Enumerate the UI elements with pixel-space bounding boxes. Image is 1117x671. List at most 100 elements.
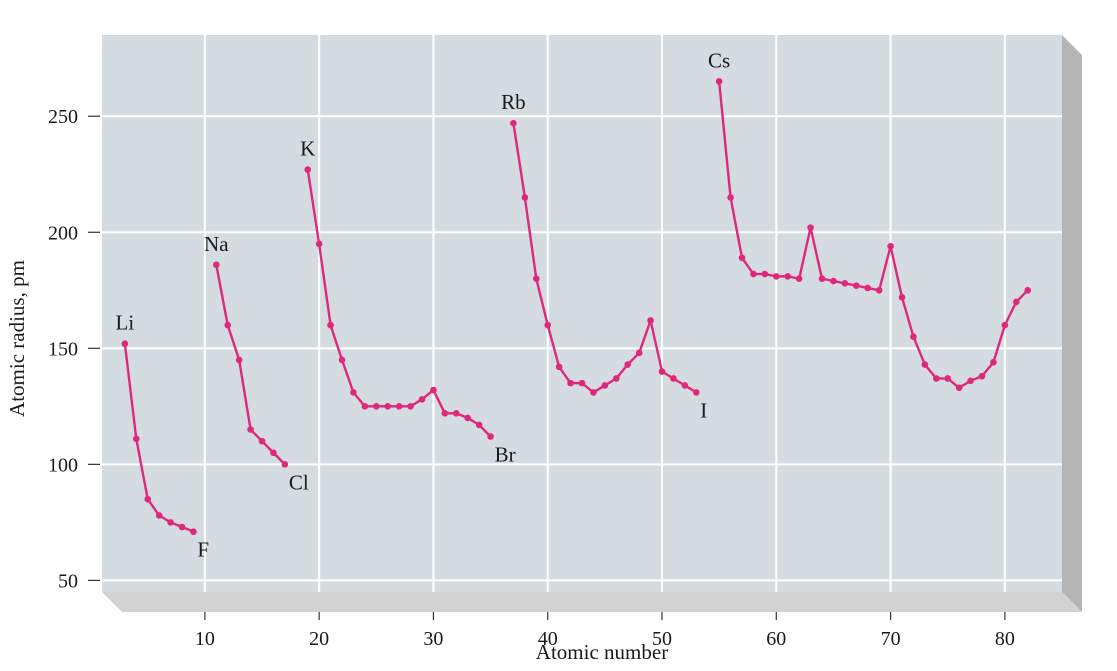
data-point <box>384 403 392 410</box>
data-point <box>590 389 597 396</box>
data-point <box>681 382 689 389</box>
data-point <box>212 261 220 269</box>
data-point <box>487 433 494 440</box>
data-point <box>932 375 940 382</box>
frame-side <box>1062 35 1082 612</box>
series-line <box>717 81 1029 389</box>
data-point <box>635 349 643 357</box>
element-labels: Li F Na Cl K Br Rb I Cs <box>116 48 731 561</box>
data-point <box>1001 321 1009 329</box>
x-tick-label: 30 <box>423 628 443 650</box>
frame-bottom <box>102 592 1082 612</box>
data-point <box>750 270 757 278</box>
data-point <box>407 403 414 410</box>
data-point <box>532 275 540 282</box>
data-point <box>1012 298 1020 306</box>
data-point <box>395 403 403 410</box>
data-point <box>978 372 986 380</box>
series-end-label: I <box>700 398 707 422</box>
data-point <box>270 449 277 457</box>
data-point <box>315 240 323 248</box>
data-point <box>624 361 632 368</box>
data-series <box>121 78 1032 535</box>
data-point <box>818 275 826 282</box>
data-point <box>841 280 849 287</box>
y-axis-label: Atomic radius, pm <box>5 260 29 417</box>
series-end-label: Br <box>495 443 516 467</box>
y-tick-label: 250 <box>48 106 78 128</box>
data-point <box>281 461 289 468</box>
data-point <box>372 403 380 410</box>
data-point <box>898 293 906 301</box>
data-point <box>852 282 860 289</box>
chart-frame <box>102 35 1082 612</box>
data-point <box>875 286 883 294</box>
x-tick-label: 10 <box>195 628 215 650</box>
data-point <box>452 409 460 417</box>
data-point <box>567 379 574 387</box>
data-point <box>784 273 792 280</box>
axes: 10 20 30 40 50 60 70 80 50 100 150 200 250 <box>48 106 1015 650</box>
series-end-label: Cl <box>289 470 309 494</box>
series-start-label: Cs <box>708 48 730 72</box>
data-point <box>475 421 483 429</box>
data-point <box>738 254 746 262</box>
data-point <box>692 389 700 396</box>
data-point <box>910 333 917 341</box>
data-point <box>167 519 174 526</box>
y-tick-label: 150 <box>48 338 78 360</box>
data-point <box>967 377 974 385</box>
data-point <box>601 382 609 389</box>
data-point <box>224 321 232 329</box>
data-point <box>235 356 243 364</box>
x-axis-label: Atomic number <box>536 640 668 664</box>
data-point <box>715 78 723 85</box>
data-point <box>864 284 872 292</box>
data-point <box>247 426 254 433</box>
data-point <box>772 273 780 280</box>
plot-background <box>102 35 1062 592</box>
data-point <box>990 358 997 366</box>
data-point <box>830 277 837 285</box>
data-point <box>807 224 814 231</box>
data-point <box>190 528 197 535</box>
series-start-label: Na <box>204 232 229 256</box>
data-point <box>258 437 266 445</box>
data-point <box>727 194 734 201</box>
data-point <box>121 340 129 347</box>
data-point <box>887 242 894 250</box>
data-point <box>647 317 654 324</box>
data-point <box>670 375 677 382</box>
data-point <box>327 321 334 329</box>
x-tick-label: 50 <box>652 628 672 650</box>
data-point <box>132 435 140 443</box>
series-start-label: Rb <box>501 90 526 114</box>
data-point <box>521 194 529 201</box>
data-point <box>658 368 666 375</box>
data-point <box>578 379 586 387</box>
data-point <box>155 512 163 519</box>
x-tick-label: 20 <box>309 628 329 650</box>
x-tick-label: 70 <box>881 628 901 650</box>
series-start-label: K <box>300 137 315 161</box>
data-point <box>795 275 803 282</box>
data-point <box>761 270 769 278</box>
y-tick-label: 200 <box>48 222 78 244</box>
y-tick-label: 100 <box>48 454 78 476</box>
data-point <box>612 375 620 382</box>
x-tick-label: 80 <box>995 628 1015 650</box>
data-point <box>304 166 312 173</box>
data-point <box>510 119 517 127</box>
data-point <box>338 356 346 364</box>
data-point <box>144 495 152 503</box>
data-point <box>1024 286 1032 294</box>
x-tick-label: 40 <box>538 628 558 650</box>
data-point <box>430 386 437 394</box>
data-point <box>441 409 449 417</box>
x-tick-label: 60 <box>766 628 786 650</box>
data-point <box>361 403 369 410</box>
data-point <box>350 389 357 396</box>
y-tick-label: 50 <box>58 570 78 592</box>
data-point <box>921 361 929 368</box>
